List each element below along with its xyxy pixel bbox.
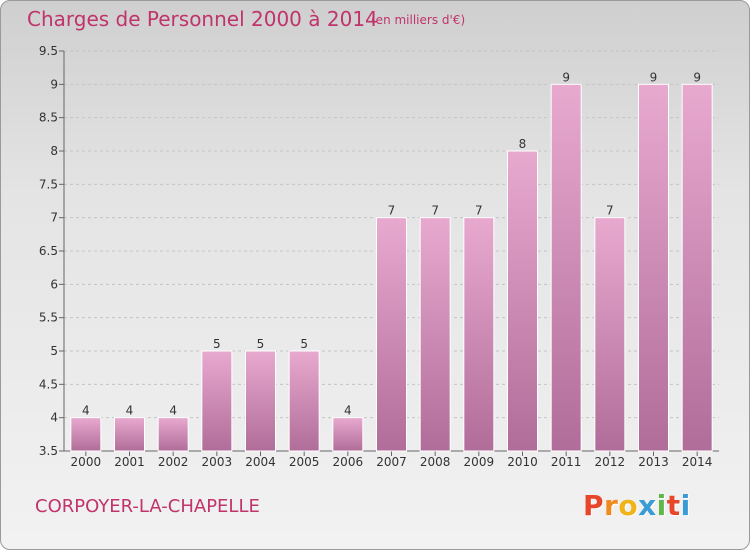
data-label: 4 [169, 404, 177, 418]
x-tick-label: 2000 [71, 455, 102, 469]
y-tick-label: 8.5 [39, 111, 58, 125]
logo-letter: r [604, 489, 619, 522]
chart-subtitle: (en milliers d'€) [371, 13, 466, 27]
y-tick-label: 5 [50, 344, 58, 358]
x-tick-label: 2002 [158, 455, 189, 469]
x-tick-label: 2014 [682, 455, 713, 469]
y-tick-label: 9 [50, 77, 58, 91]
y-tick-label: 9.5 [39, 44, 58, 58]
bar [594, 217, 626, 452]
data-label: 4 [344, 404, 352, 418]
logo-letter: t [666, 489, 681, 522]
x-tick-label: 2001 [114, 455, 145, 469]
bar [288, 350, 320, 452]
y-tick-label: 6 [50, 277, 58, 291]
data-label: 8 [519, 137, 527, 151]
bar [201, 350, 233, 452]
x-tick-label: 2012 [595, 455, 626, 469]
x-tick-label: 2007 [376, 455, 407, 469]
bar [638, 83, 669, 452]
y-tick-label: 5.5 [39, 311, 58, 325]
commune-name: CORPOYER-LA-CHAPELLE [35, 496, 260, 517]
x-tick-label: 2006 [333, 455, 364, 469]
y-tick-label: 4.5 [39, 377, 58, 391]
y-tick-label: 7 [50, 211, 58, 225]
x-tick-label: 2003 [202, 455, 233, 469]
x-tick-label: 2011 [551, 455, 582, 469]
y-tick-label: 4 [50, 411, 58, 425]
logo-letter: x [638, 489, 657, 522]
data-label: 9 [693, 70, 701, 84]
bars [70, 83, 713, 452]
y-tick-label: 8 [50, 144, 58, 158]
bar [70, 417, 102, 452]
logo-letter: i [656, 489, 667, 522]
data-label: 5 [213, 337, 221, 351]
x-tick-label: 2009 [464, 455, 495, 469]
x-tick-label: 2004 [245, 455, 276, 469]
bar [419, 217, 451, 452]
bar [507, 150, 538, 452]
bar [681, 83, 713, 452]
data-label: 9 [562, 70, 570, 84]
x-tick-label: 2013 [638, 455, 669, 469]
y-tick-label: 7.5 [39, 177, 58, 191]
bar [157, 417, 189, 452]
data-label: 7 [388, 204, 396, 218]
bar [114, 417, 145, 452]
bar [376, 217, 407, 452]
x-tick-label: 2010 [507, 455, 538, 469]
data-label: 7 [606, 204, 614, 218]
data-label: 5 [257, 337, 265, 351]
data-label: 7 [475, 204, 483, 218]
data-label: 4 [82, 404, 90, 418]
logo-letter: P [583, 489, 605, 522]
bar [550, 83, 582, 452]
labels: 3.5 4 4.5 5 5.5 6 6.5 7 7.5 8 8.5 9 9.5 2000 4 2001 4 200… [39, 44, 713, 469]
chart-title: Charges de Personnel 2000 à 2014 [27, 7, 378, 31]
proxiti-logo: Proxiti [583, 489, 691, 522]
x-tick-label: 2005 [289, 455, 320, 469]
data-label: 7 [431, 204, 439, 218]
data-label: 4 [126, 404, 134, 418]
y-tick-label: 3.5 [39, 444, 58, 458]
x-tick-label: 2008 [420, 455, 451, 469]
data-label: 5 [300, 337, 308, 351]
bar [332, 417, 364, 452]
data-label: 9 [650, 70, 658, 84]
logo-letter: i [680, 489, 691, 522]
bar [463, 217, 495, 452]
bar [245, 350, 276, 452]
logo-letter: o [618, 489, 639, 522]
y-tick-label: 6.5 [39, 244, 58, 258]
